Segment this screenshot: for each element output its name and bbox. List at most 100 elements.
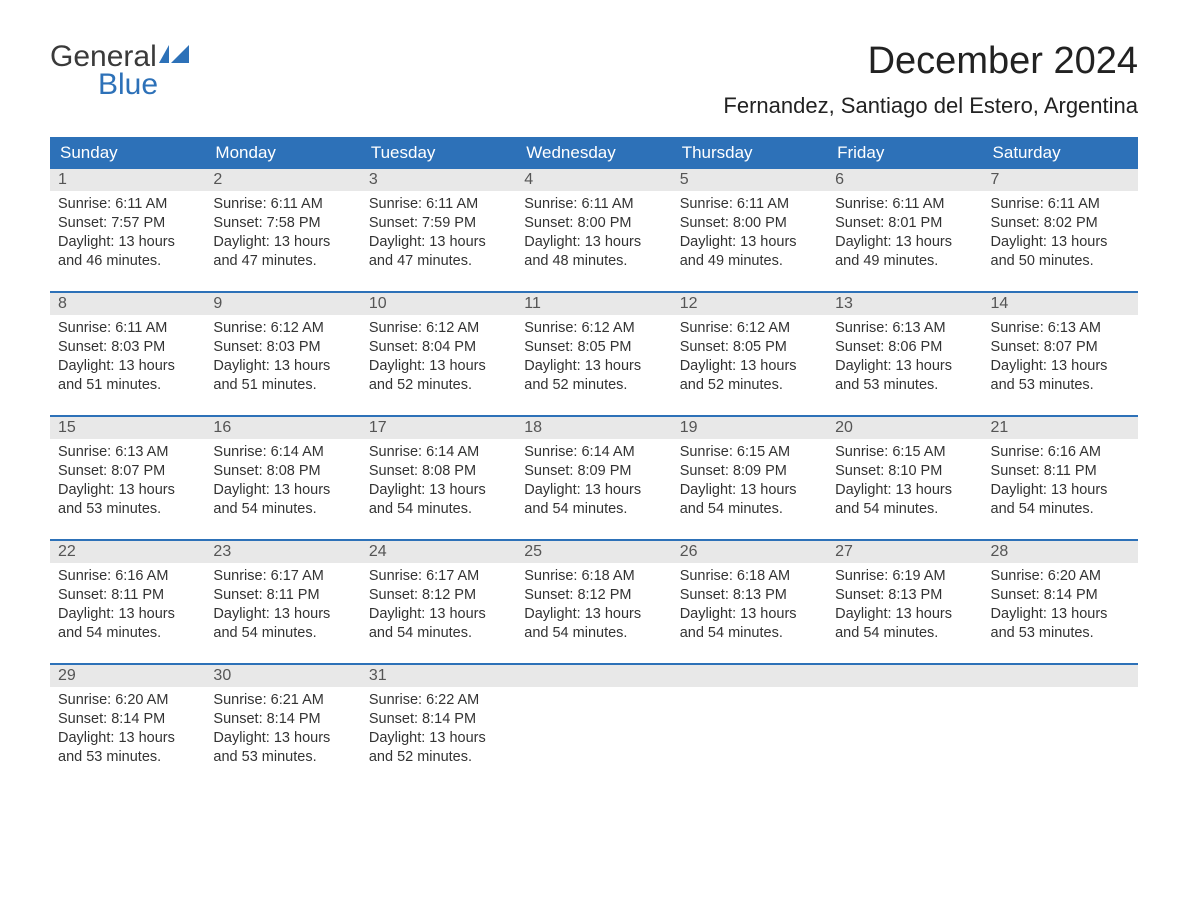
day-number: 9: [205, 293, 360, 315]
logo-text-blue: Blue: [98, 68, 158, 102]
day-body: Sunrise: 6:12 AMSunset: 8:05 PMDaylight:…: [672, 315, 827, 394]
day-cell: 13Sunrise: 6:13 AMSunset: 8:06 PMDayligh…: [827, 293, 982, 403]
day-sunset: Sunset: 8:06 PM: [835, 338, 974, 357]
day-sunset: Sunset: 7:58 PM: [213, 214, 352, 233]
day-cell: 7Sunrise: 6:11 AMSunset: 8:02 PMDaylight…: [983, 169, 1138, 279]
day-sunrise: Sunrise: 6:11 AM: [58, 195, 197, 214]
day-sunset: Sunset: 7:59 PM: [369, 214, 508, 233]
day-sunrise: Sunrise: 6:15 AM: [835, 443, 974, 462]
location: Fernandez, Santiago del Estero, Argentin…: [723, 93, 1138, 119]
day-sunrise: Sunrise: 6:14 AM: [524, 443, 663, 462]
day-sunrise: Sunrise: 6:18 AM: [680, 567, 819, 586]
day-sunrise: Sunrise: 6:11 AM: [213, 195, 352, 214]
day-d2: and 52 minutes.: [524, 376, 663, 395]
day-body: Sunrise: 6:13 AMSunset: 8:07 PMDaylight:…: [983, 315, 1138, 394]
day-d1: Daylight: 13 hours: [835, 357, 974, 376]
day-number: 31: [361, 665, 516, 687]
day-cell: 2Sunrise: 6:11 AMSunset: 7:58 PMDaylight…: [205, 169, 360, 279]
day-d2: and 54 minutes.: [524, 624, 663, 643]
day-number: 14: [983, 293, 1138, 315]
day-body: Sunrise: 6:11 AMSunset: 8:02 PMDaylight:…: [983, 191, 1138, 270]
day-d2: and 54 minutes.: [213, 624, 352, 643]
day-d2: and 52 minutes.: [369, 748, 508, 767]
day-d1: Daylight: 13 hours: [991, 605, 1130, 624]
day-sunrise: Sunrise: 6:12 AM: [213, 319, 352, 338]
day-body: Sunrise: 6:15 AMSunset: 8:09 PMDaylight:…: [672, 439, 827, 518]
day-d2: and 54 minutes.: [835, 500, 974, 519]
day-body: Sunrise: 6:14 AMSunset: 8:08 PMDaylight:…: [361, 439, 516, 518]
day-sunrise: Sunrise: 6:14 AM: [369, 443, 508, 462]
day-d2: and 47 minutes.: [213, 252, 352, 271]
day-sunrise: Sunrise: 6:13 AM: [991, 319, 1130, 338]
day-body: Sunrise: 6:20 AMSunset: 8:14 PMDaylight:…: [50, 687, 205, 766]
day-number: 21: [983, 417, 1138, 439]
day-cell: 17Sunrise: 6:14 AMSunset: 8:08 PMDayligh…: [361, 417, 516, 527]
day-body: Sunrise: 6:18 AMSunset: 8:13 PMDaylight:…: [672, 563, 827, 642]
day-d2: and 49 minutes.: [835, 252, 974, 271]
day-sunset: Sunset: 8:12 PM: [369, 586, 508, 605]
day-cell: 23Sunrise: 6:17 AMSunset: 8:11 PMDayligh…: [205, 541, 360, 651]
day-body: Sunrise: 6:16 AMSunset: 8:11 PMDaylight:…: [983, 439, 1138, 518]
day-cell: 19Sunrise: 6:15 AMSunset: 8:09 PMDayligh…: [672, 417, 827, 527]
day-cell: [983, 665, 1138, 775]
day-d2: and 53 minutes.: [835, 376, 974, 395]
day-sunrise: Sunrise: 6:18 AM: [524, 567, 663, 586]
day-sunset: Sunset: 8:13 PM: [680, 586, 819, 605]
day-cell: 10Sunrise: 6:12 AMSunset: 8:04 PMDayligh…: [361, 293, 516, 403]
day-number: 2: [205, 169, 360, 191]
day-cell: 16Sunrise: 6:14 AMSunset: 8:08 PMDayligh…: [205, 417, 360, 527]
day-sunrise: Sunrise: 6:15 AM: [680, 443, 819, 462]
day-sunrise: Sunrise: 6:16 AM: [58, 567, 197, 586]
day-sunset: Sunset: 8:09 PM: [524, 462, 663, 481]
day-d1: Daylight: 13 hours: [58, 357, 197, 376]
day-body: Sunrise: 6:13 AMSunset: 8:06 PMDaylight:…: [827, 315, 982, 394]
day-number: 7: [983, 169, 1138, 191]
day-number: 22: [50, 541, 205, 563]
day-d2: and 52 minutes.: [369, 376, 508, 395]
day-sunset: Sunset: 8:07 PM: [58, 462, 197, 481]
day-sunrise: Sunrise: 6:12 AM: [680, 319, 819, 338]
day-body: Sunrise: 6:16 AMSunset: 8:11 PMDaylight:…: [50, 563, 205, 642]
day-body: Sunrise: 6:18 AMSunset: 8:12 PMDaylight:…: [516, 563, 671, 642]
day-d1: Daylight: 13 hours: [835, 605, 974, 624]
weekday-header: Friday: [827, 137, 982, 169]
day-number: 26: [672, 541, 827, 563]
day-cell: 18 Sunrise: 6:14 AMSunset: 8:09 PMDayligh…: [516, 417, 671, 527]
day-body: Sunrise: 6:22 AMSunset: 8:14 PMDaylight:…: [361, 687, 516, 766]
day-sunrise: Sunrise: 6:13 AM: [58, 443, 197, 462]
day-d1: Daylight: 13 hours: [524, 481, 663, 500]
day-number-empty: [827, 665, 982, 687]
day-cell: 12Sunrise: 6:12 AMSunset: 8:05 PMDayligh…: [672, 293, 827, 403]
day-d1: Daylight: 13 hours: [58, 233, 197, 252]
week-row: 29Sunrise: 6:20 AMSunset: 8:14 PMDayligh…: [50, 663, 1138, 775]
day-cell: 22Sunrise: 6:16 AMSunset: 8:11 PMDayligh…: [50, 541, 205, 651]
weekday-header-row: SundayMondayTuesdayWednesdayThursdayFrid…: [50, 137, 1138, 169]
day-sunset: Sunset: 8:00 PM: [680, 214, 819, 233]
day-sunrise: Sunrise: 6:16 AM: [991, 443, 1130, 462]
week-row: 22Sunrise: 6:16 AMSunset: 8:11 PMDayligh…: [50, 539, 1138, 651]
day-sunrise: Sunrise: 6:14 AM: [213, 443, 352, 462]
day-d2: and 50 minutes.: [991, 252, 1130, 271]
day-sunrise: Sunrise: 6:11 AM: [524, 195, 663, 214]
day-cell: 9Sunrise: 6:12 AMSunset: 8:03 PMDaylight…: [205, 293, 360, 403]
day-number: 15: [50, 417, 205, 439]
day-d1: Daylight: 13 hours: [991, 481, 1130, 500]
day-number: 18: [516, 417, 671, 439]
day-cell: 28Sunrise: 6:20 AMSunset: 8:14 PMDayligh…: [983, 541, 1138, 651]
day-d1: Daylight: 13 hours: [369, 729, 508, 748]
day-d1: Daylight: 13 hours: [835, 481, 974, 500]
logo: General Blue: [50, 40, 189, 102]
day-sunset: Sunset: 8:04 PM: [369, 338, 508, 357]
day-d2: and 54 minutes.: [369, 500, 508, 519]
day-d1: Daylight: 13 hours: [369, 233, 508, 252]
day-d2: and 53 minutes.: [58, 748, 197, 767]
day-number: 24: [361, 541, 516, 563]
day-cell: 11Sunrise: 6:12 AMSunset: 8:05 PMDayligh…: [516, 293, 671, 403]
day-body: Sunrise: 6:11 AMSunset: 8:01 PMDaylight:…: [827, 191, 982, 270]
weekday-header: Tuesday: [361, 137, 516, 169]
day-sunset: Sunset: 8:11 PM: [58, 586, 197, 605]
day-d2: and 52 minutes.: [680, 376, 819, 395]
day-cell: 3Sunrise: 6:11 AMSunset: 7:59 PMDaylight…: [361, 169, 516, 279]
day-body: Sunrise: 6:12 AMSunset: 8:03 PMDaylight:…: [205, 315, 360, 394]
day-sunset: Sunset: 8:11 PM: [991, 462, 1130, 481]
